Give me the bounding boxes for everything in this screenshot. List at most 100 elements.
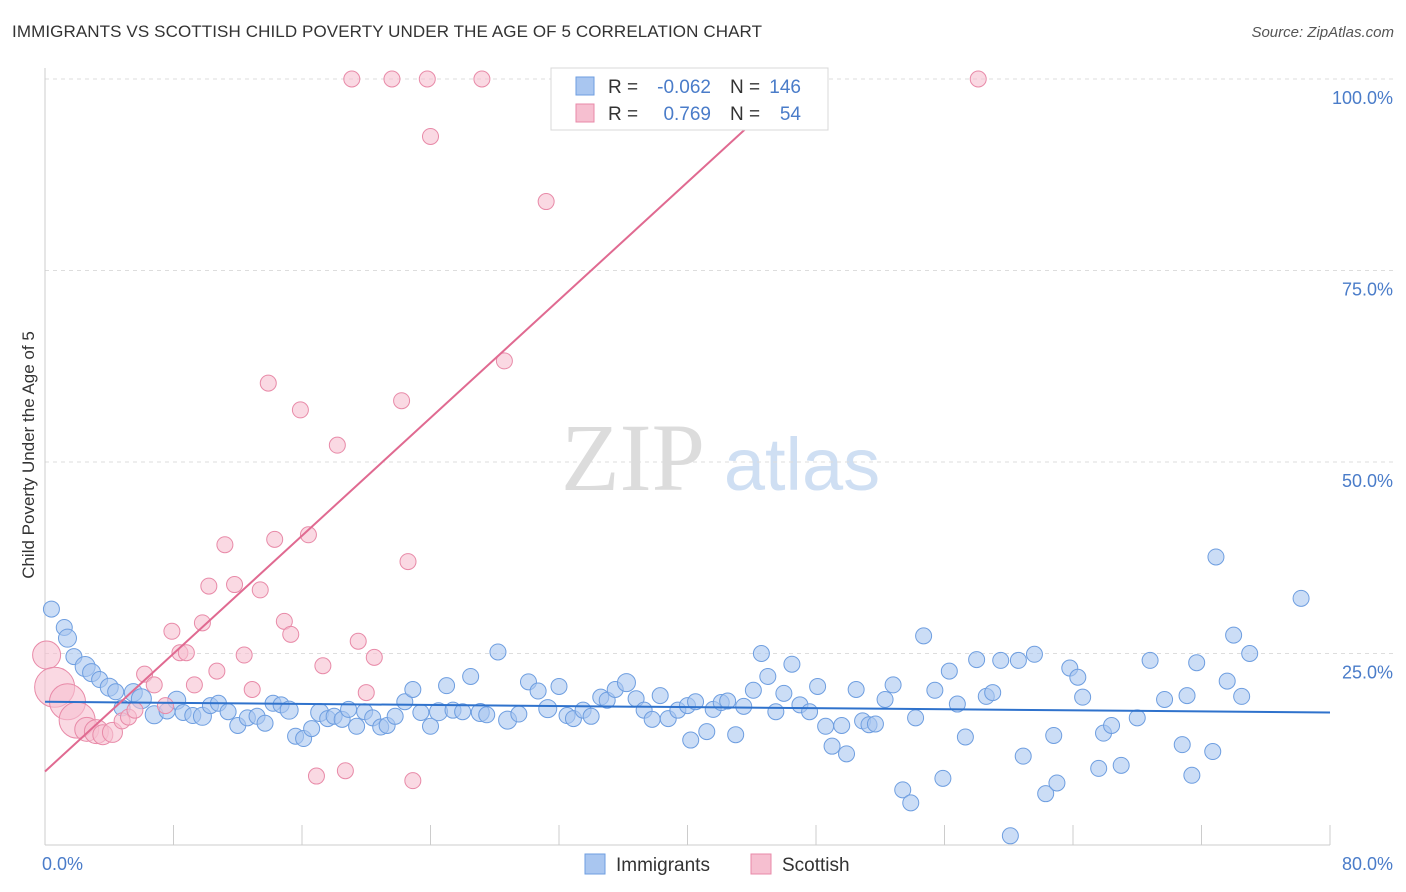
immigrants-point-115 bbox=[1001, 827, 1019, 845]
immigrants-point-2 bbox=[57, 628, 77, 648]
immigrants-point-136 bbox=[1204, 743, 1222, 761]
scottish-point-38 bbox=[357, 684, 375, 702]
scottish-point-48 bbox=[537, 193, 555, 211]
immigrants-point-44 bbox=[412, 703, 430, 721]
immigrants-point-118 bbox=[1025, 645, 1043, 663]
scottish-point-17 bbox=[185, 676, 203, 694]
immigrants-point-80 bbox=[719, 692, 737, 710]
immigrants-point-141 bbox=[1241, 645, 1259, 662]
immigrants-point-41 bbox=[386, 707, 404, 725]
immigrants-point-45 bbox=[422, 717, 439, 735]
immigrants-point-99 bbox=[866, 715, 884, 733]
legend-n-value-scottish: 54 bbox=[780, 104, 802, 125]
immigrants-point-55 bbox=[510, 705, 528, 723]
scottish-point-0 bbox=[32, 640, 62, 670]
immigrants-point-105 bbox=[915, 627, 933, 645]
scottish-point-37 bbox=[349, 632, 367, 650]
immigrants-point-129 bbox=[1128, 709, 1146, 727]
immigrants-point-77 bbox=[698, 723, 716, 741]
immigrants-point-36 bbox=[348, 717, 366, 735]
immigrants-point-50 bbox=[462, 667, 480, 685]
scottish-point-43 bbox=[404, 772, 422, 790]
immigrants-point-49 bbox=[454, 703, 472, 721]
scottish-point-12 bbox=[145, 676, 163, 694]
immigrants-point-20 bbox=[219, 703, 237, 721]
immigrants-point-84 bbox=[752, 645, 770, 662]
immigrants-point-119 bbox=[1037, 785, 1055, 803]
immigrants-point-81 bbox=[727, 726, 745, 744]
immigrants-point-104 bbox=[907, 709, 925, 727]
y-axis-label: Child Poverty Under the Age of 5 bbox=[19, 331, 38, 579]
immigrants-point-133 bbox=[1178, 687, 1196, 705]
bottom-legend-immigrants: Immigrants bbox=[616, 855, 710, 876]
immigrants-point-86 bbox=[767, 703, 785, 721]
immigrants-point-116 bbox=[1009, 651, 1027, 669]
immigrants-point-43 bbox=[404, 681, 422, 699]
immigrants-point-127 bbox=[1103, 717, 1121, 735]
immigrants-point-30 bbox=[303, 720, 321, 738]
immigrants-point-128 bbox=[1112, 756, 1130, 774]
scottish-point-22 bbox=[226, 576, 244, 594]
y-tick-labels: 25.0% 50.0% 75.0% 100.0% bbox=[1332, 88, 1393, 683]
immigrants-point-53 bbox=[489, 643, 507, 661]
legend-swatch-scottish bbox=[575, 103, 595, 123]
y-tick-label-50: 50.0% bbox=[1342, 471, 1393, 491]
immigrants-point-137 bbox=[1207, 548, 1225, 566]
scottish-point-35 bbox=[336, 762, 354, 780]
axes bbox=[44, 68, 1331, 846]
scottish-point-18 bbox=[193, 614, 211, 632]
immigrants-point-131 bbox=[1156, 690, 1174, 708]
legend-n-value-immigrants: 146 bbox=[769, 77, 801, 98]
immigrants-point-100 bbox=[876, 690, 894, 708]
immigrants-point-75 bbox=[687, 693, 705, 711]
immigrants-point-94 bbox=[833, 717, 851, 735]
scottish-point-39 bbox=[365, 648, 383, 666]
immigrants-point-121 bbox=[1048, 774, 1066, 792]
bottom-legend-swatch-scottish bbox=[750, 853, 772, 875]
x-tick-label-min: 0.0% bbox=[42, 854, 83, 874]
immigrants-point-108 bbox=[940, 662, 958, 680]
immigrants-point-101 bbox=[884, 676, 902, 694]
scottish-point-45 bbox=[422, 127, 439, 145]
scottish-point-47 bbox=[495, 352, 513, 370]
immigrants-point-132 bbox=[1173, 736, 1191, 754]
immigrants-point-93 bbox=[823, 737, 841, 755]
scottish-point-29 bbox=[282, 625, 300, 643]
immigrants-point-8 bbox=[107, 683, 125, 701]
immigrants-point-106 bbox=[926, 681, 944, 699]
scottish-point-14 bbox=[163, 622, 181, 640]
immigrants-point-27 bbox=[279, 700, 299, 720]
immigrants-point-82 bbox=[735, 697, 753, 715]
immigrants-point-63 bbox=[582, 707, 600, 725]
scottish-point-13 bbox=[156, 697, 174, 715]
scottish-point-32 bbox=[307, 767, 325, 785]
scottish-point-19 bbox=[200, 577, 218, 595]
scottish-point-23 bbox=[235, 646, 253, 664]
scottish-point-42 bbox=[399, 553, 417, 571]
scottish-point-34 bbox=[328, 436, 346, 454]
scottish-point-24 bbox=[243, 681, 261, 699]
scottish-point-31 bbox=[299, 526, 317, 544]
immigrants-point-88 bbox=[783, 655, 801, 673]
y-tick-label-25: 25.0% bbox=[1342, 663, 1393, 683]
bottom-legend-swatch-immigrants bbox=[584, 853, 606, 875]
immigrants-point-70 bbox=[643, 710, 661, 728]
scottish-point-27 bbox=[266, 530, 284, 548]
immigrants-point-57 bbox=[529, 682, 547, 700]
x-tick-label-max: 80.0% bbox=[1342, 854, 1393, 874]
scottish-point-20 bbox=[208, 662, 226, 680]
immigrants-point-102 bbox=[894, 781, 912, 799]
chart-title: IMMIGRANTS VS SCOTTISH CHILD POVERTY UND… bbox=[12, 22, 763, 41]
immigrants-point-83 bbox=[744, 681, 762, 699]
trend-lines bbox=[44, 78, 1331, 773]
scottish-trend-line bbox=[44, 78, 801, 773]
immigrants-point-113 bbox=[984, 684, 1002, 702]
immigrants-point-135 bbox=[1183, 766, 1201, 784]
scottish-point-30 bbox=[291, 401, 309, 419]
scottish-point-40 bbox=[383, 70, 401, 88]
immigrants-point-76 bbox=[682, 731, 700, 749]
scottish-point-26 bbox=[259, 374, 277, 392]
scottish-point-21 bbox=[216, 536, 234, 554]
immigrants-point-91 bbox=[809, 677, 827, 695]
y-tick-label-100: 100.0% bbox=[1332, 88, 1393, 108]
